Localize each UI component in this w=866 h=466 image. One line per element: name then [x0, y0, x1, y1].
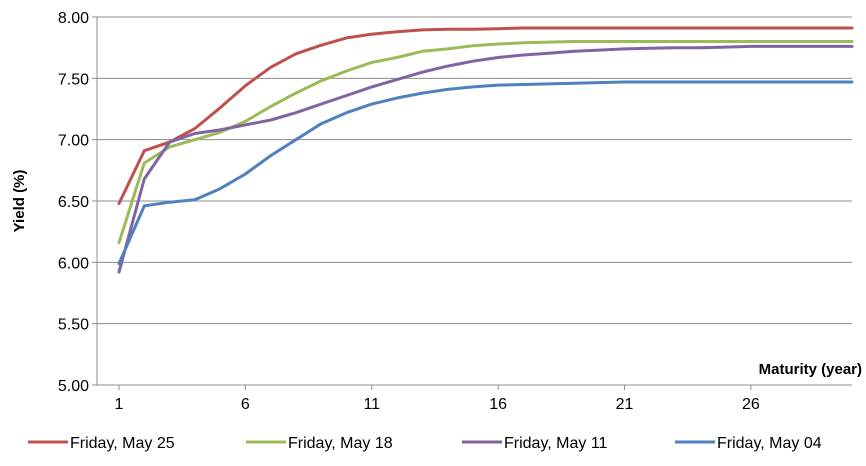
x-tick-label: 16 [489, 396, 507, 413]
legend-label: Friday, May 25 [70, 435, 175, 452]
y-tick-label: 6.00 [58, 255, 89, 272]
y-tick-label: 6.50 [58, 194, 89, 211]
axis-labels: 5.005.506.006.507.007.508.001 6 11 16 21 26Yi… [11, 10, 862, 413]
x-axis-title: Maturity (year) [759, 361, 862, 378]
series-line [117, 40, 854, 245]
y-tick-label: 8.00 [58, 10, 89, 27]
x-tick-label: 21 [616, 396, 634, 413]
y-tick-label: 5.00 [58, 378, 89, 395]
series-line [117, 26, 854, 205]
y-tick-label: 7.50 [58, 71, 89, 88]
x-tick-label: 6 [241, 396, 250, 413]
gridlines [97, 16, 852, 325]
series-lines [117, 26, 854, 274]
axes [92, 16, 852, 390]
y-axis-title: Yield (%) [11, 170, 28, 233]
x-tick-label: 11 [363, 396, 380, 413]
legend-label: Friday, May 11 [504, 435, 608, 452]
series-line [117, 44, 854, 274]
legend-label: Friday, May 18 [288, 435, 393, 452]
x-tick-label: 1 [115, 396, 124, 413]
series-line [117, 80, 854, 266]
y-tick-label: 7.00 [58, 133, 89, 150]
legend-label: Friday, May 04 [717, 435, 822, 452]
x-tick-label: 26 [742, 396, 760, 413]
y-tick-label: 5.50 [58, 317, 89, 334]
legend: Friday, May 25 Friday, May 18 Friday, May … [28, 435, 822, 452]
